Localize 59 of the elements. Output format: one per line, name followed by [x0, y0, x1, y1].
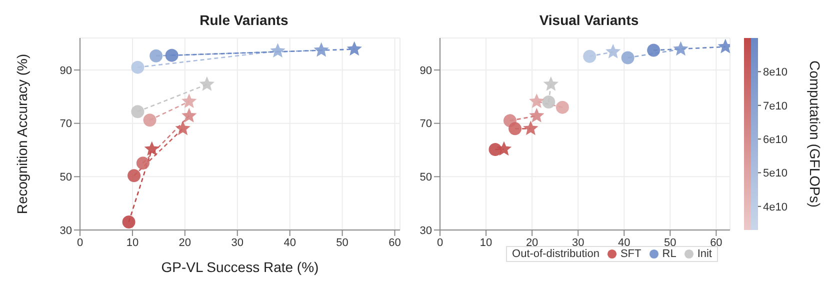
x-tick-label: 30 — [231, 236, 244, 249]
x-tick-label: 30 — [572, 236, 584, 249]
y-tick-label: 30 — [60, 224, 72, 237]
y-tick-label: 90 — [60, 64, 72, 77]
point — [673, 41, 688, 56]
point — [270, 43, 286, 58]
point — [122, 216, 136, 228]
color-bar-label: 8e10 — [763, 66, 788, 79]
y-tick-label: 70 — [60, 118, 72, 130]
chart-title: Rule Variants — [198, 12, 290, 28]
point — [647, 44, 660, 57]
point — [621, 51, 634, 64]
point — [543, 76, 559, 91]
point — [165, 48, 178, 62]
point — [346, 41, 362, 56]
y-tick-label: 50 — [60, 172, 72, 184]
legend-label: Init — [696, 248, 712, 260]
point — [144, 141, 160, 156]
chart-title: Visual Variants — [538, 12, 640, 28]
color-bar-title: Computation (GFLOPs) — [807, 60, 823, 208]
legend-title: Out-of-distribution — [512, 248, 600, 260]
color-bar-label: 5e10 — [763, 168, 788, 180]
point — [182, 108, 197, 122]
color-bar-label: 6e10 — [763, 134, 788, 146]
legend-label: RL — [661, 248, 676, 260]
x-tick-label: 20 — [178, 236, 192, 249]
x-tick-label: 60 — [710, 236, 722, 249]
x-tick-label: 50 — [664, 236, 676, 249]
x-tick-label: 50 — [336, 236, 348, 249]
x-tick-label: 20 — [526, 236, 538, 249]
point — [136, 156, 150, 170]
point — [143, 114, 156, 127]
x-tick-label: 60 — [388, 236, 401, 249]
point — [542, 96, 556, 108]
legend-label: SFT — [619, 248, 642, 260]
y-tick-label: 90 — [420, 64, 432, 77]
y-tick-label: 30 — [420, 224, 432, 237]
point — [199, 76, 215, 91]
point — [605, 44, 621, 58]
x-tick-label: 40 — [284, 236, 296, 249]
color-bar-label: 7e10 — [763, 100, 788, 112]
point — [131, 105, 144, 118]
x-tick-label: 10 — [480, 236, 492, 249]
y-tick-label: 70 — [420, 118, 432, 130]
x-tick-label: 40 — [618, 236, 630, 249]
x-tick-label: 0 — [76, 236, 84, 249]
y-axis-title: Recognition Accuracy (%) — [14, 54, 30, 214]
color-bar-label: 4e10 — [763, 201, 788, 214]
x-tick-label: 10 — [126, 236, 139, 249]
point — [128, 169, 141, 182]
x-axis-title: GP-VL Success Rate (%) — [161, 259, 319, 275]
point — [175, 120, 190, 136]
point — [583, 50, 596, 63]
point — [182, 93, 197, 108]
point — [131, 60, 144, 74]
point — [314, 42, 329, 57]
point — [150, 49, 163, 62]
y-tick-label: 50 — [420, 172, 432, 184]
x-tick-label: 0 — [436, 236, 444, 249]
